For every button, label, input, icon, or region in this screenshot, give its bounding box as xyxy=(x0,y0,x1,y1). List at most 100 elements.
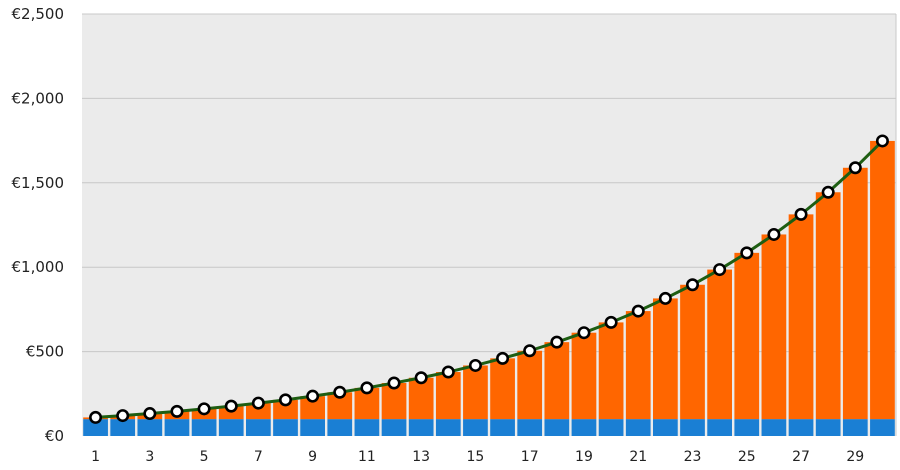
bar-growth xyxy=(517,350,543,420)
line-point xyxy=(278,393,292,407)
bar-base xyxy=(870,419,895,436)
line-point xyxy=(306,389,320,403)
bar-growth xyxy=(408,377,434,420)
line-point xyxy=(631,304,645,318)
x-tick-label: 3 xyxy=(145,449,154,465)
line-point xyxy=(89,410,103,424)
gridlines xyxy=(82,13,897,436)
line-point xyxy=(224,399,238,413)
bar-base xyxy=(842,419,868,436)
bar-base xyxy=(218,419,244,436)
y-tick-label: €1,500 xyxy=(12,174,65,192)
bar-base xyxy=(191,419,217,436)
line-point xyxy=(821,185,835,199)
bar-base xyxy=(788,419,814,436)
bar-base xyxy=(435,419,461,436)
line-point xyxy=(197,402,211,416)
y-tick-label: €2,500 xyxy=(12,5,65,23)
x-tick-label: 29 xyxy=(846,449,864,465)
x-tick-label: 9 xyxy=(308,449,317,465)
bar-growth xyxy=(815,192,841,420)
bar-base xyxy=(354,419,380,436)
bar-growth xyxy=(544,342,570,420)
line-point xyxy=(468,358,482,372)
line-point xyxy=(251,396,265,410)
line-point xyxy=(685,278,699,292)
line-point xyxy=(496,351,510,365)
line-point xyxy=(387,376,401,390)
line-point xyxy=(550,335,564,349)
bar-base xyxy=(273,419,298,436)
line-point xyxy=(441,365,455,379)
bar-base xyxy=(680,419,705,436)
x-tick-label: 19 xyxy=(575,449,593,465)
x-tick-label: 21 xyxy=(629,449,647,465)
bar-base xyxy=(164,419,190,436)
bar-growth xyxy=(761,234,787,420)
bar-growth xyxy=(734,252,760,420)
bar-base xyxy=(137,419,163,436)
line-point xyxy=(577,326,591,340)
bar-base xyxy=(246,419,271,436)
bar-base xyxy=(110,419,136,436)
bar-base xyxy=(653,419,678,436)
x-tick-label: 17 xyxy=(521,449,539,465)
line-point xyxy=(143,407,157,421)
bar-growth xyxy=(246,403,271,420)
bar-base xyxy=(815,419,841,436)
bar-growth xyxy=(680,284,705,420)
line-point xyxy=(414,371,428,385)
bar-growth xyxy=(788,214,814,420)
bar-base xyxy=(490,419,515,436)
bar-base xyxy=(625,419,651,436)
bar-growth xyxy=(273,399,298,420)
bar-growth xyxy=(463,365,488,420)
bar-growth xyxy=(707,269,732,420)
y-tick-label: €0 xyxy=(45,427,64,445)
line-point xyxy=(794,207,808,221)
bar-base xyxy=(408,419,434,436)
bar-growth xyxy=(490,358,515,420)
bar-growth xyxy=(625,311,651,420)
line-point xyxy=(767,227,781,241)
line-markers xyxy=(89,134,889,424)
x-tick-label: 23 xyxy=(684,449,702,465)
line-point xyxy=(604,315,618,329)
x-tick-label: 25 xyxy=(738,449,756,465)
bar-base xyxy=(83,419,108,436)
x-tick-label: 7 xyxy=(254,449,263,465)
bar-base xyxy=(463,419,488,436)
y-tick-label: €1,000 xyxy=(12,258,65,276)
line-point xyxy=(116,409,130,423)
bar-base xyxy=(381,419,407,436)
x-tick-label: 13 xyxy=(412,449,430,465)
line-point xyxy=(333,385,347,399)
bar-base xyxy=(327,419,353,436)
x-tick-label: 27 xyxy=(792,449,810,465)
line-point xyxy=(848,161,862,175)
bar-base xyxy=(571,419,597,436)
bar-base xyxy=(761,419,787,436)
bar-base xyxy=(544,419,570,436)
line-point xyxy=(713,263,727,277)
line-point xyxy=(360,381,374,395)
plot-area xyxy=(82,14,896,436)
line-point xyxy=(740,246,754,260)
bar-base xyxy=(517,419,543,436)
bar-base xyxy=(707,419,732,436)
line-point xyxy=(170,404,184,418)
x-tick-label: 15 xyxy=(467,449,485,465)
y-tick-label: €2,000 xyxy=(12,89,65,107)
x-tick-label: 5 xyxy=(200,449,209,465)
bar-growth xyxy=(653,298,678,420)
bar-growth xyxy=(571,332,597,420)
line-point xyxy=(875,134,889,148)
x-tick-label: 1 xyxy=(91,449,100,465)
bar-growth xyxy=(435,372,461,420)
bar-base xyxy=(734,419,760,436)
bar-growth xyxy=(870,140,895,420)
line-point xyxy=(658,291,672,305)
bar-base xyxy=(598,419,624,436)
bars xyxy=(83,140,895,436)
